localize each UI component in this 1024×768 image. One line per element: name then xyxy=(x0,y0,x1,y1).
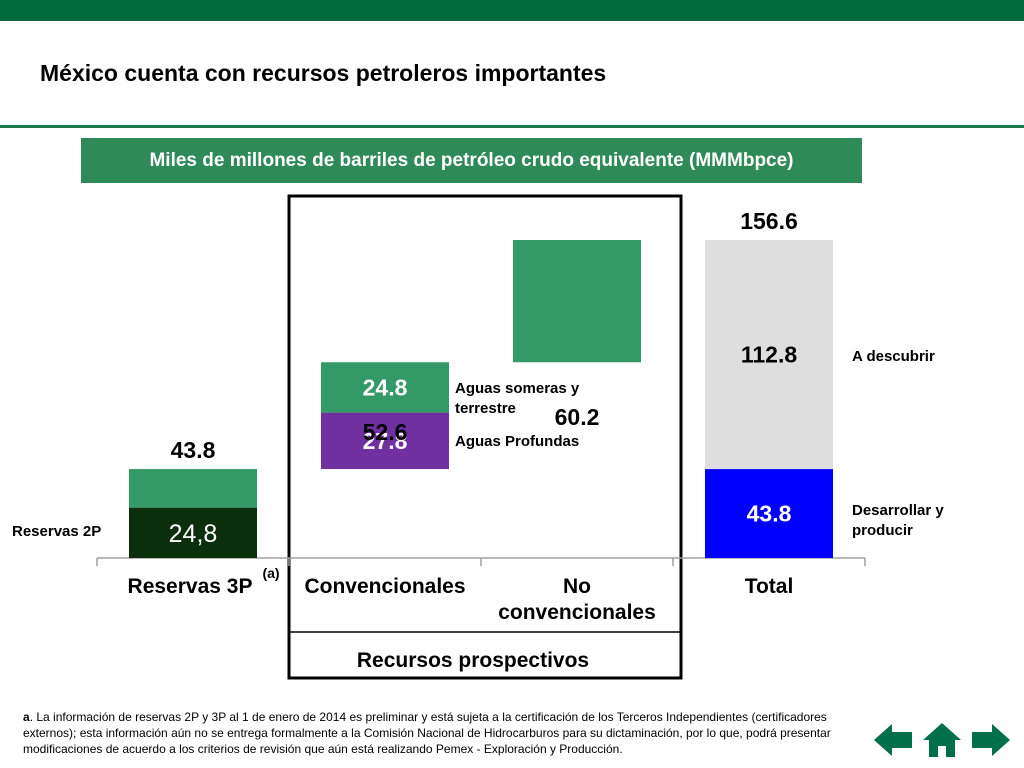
waterfall-chart: 24,8 27.8 24.8 43.8 112.8 43.8 52.6 60.2 156.6 Re… xyxy=(12,194,944,680)
segment-label-reservas-3p-0: 24,8 xyxy=(169,520,218,548)
annotation-a-descubrir: A descubrir xyxy=(852,348,935,365)
footnote: a. La información de reservas 2P y 3P al… xyxy=(23,709,853,757)
segment-label-convencionales-3: 24.8 xyxy=(363,374,408,400)
total-label-no-convencionales: 60.2 xyxy=(555,404,600,430)
home-icon[interactable] xyxy=(922,722,962,758)
annotation-aguas-profundas: Aguas Profundas xyxy=(455,433,579,450)
annotation-desarrollar-line2: producir xyxy=(852,522,913,539)
segment-label-total-5: 43.8 xyxy=(747,501,792,527)
bar-segment-total-5 xyxy=(705,469,833,558)
header-bar xyxy=(0,0,1024,21)
category-label-total: Total xyxy=(745,575,794,598)
category-label-convencionales: Convencionales xyxy=(304,575,465,598)
segment-label-convencionales-2: 27.8 xyxy=(363,428,408,454)
annotation-desarrollar-line1: Desarrollar y xyxy=(852,502,944,519)
arrow-left-icon[interactable] xyxy=(874,722,914,758)
segment-label-total-6: 112.8 xyxy=(741,342,797,368)
annotation-aguas-someras-line1: Aguas someras y xyxy=(455,380,580,397)
bar-segment-convencionales-2 xyxy=(321,412,449,470)
bar-segment-total-6 xyxy=(705,240,833,470)
category-label-no-line2: convencionales xyxy=(498,601,656,624)
group-label-recursos-prospectivos: Recursos prospectivos xyxy=(357,649,589,672)
category-superscript-a: (a) xyxy=(262,565,279,581)
bar-segment-no-convencionales-4 xyxy=(513,240,641,363)
annotation-aguas-someras-line2: terrestre xyxy=(455,400,516,417)
bar-segment-convencionales-3 xyxy=(321,362,449,413)
total-label-reservas-3p: 43.8 xyxy=(171,437,216,463)
slide-title: México cuenta con recursos petroleros im… xyxy=(40,60,607,86)
navigation-controls xyxy=(874,722,1010,762)
category-label-reservas-3p: Reservas 3P xyxy=(128,575,253,598)
total-label-convencionales: 52.6 xyxy=(363,419,408,445)
bar-segment-reservas-3p-1 xyxy=(129,469,257,508)
category-label-no-line1: No xyxy=(563,575,591,598)
unit-banner: Miles de millones de barriles de petróle… xyxy=(81,138,862,183)
annotation-reservas-2p: Reservas 2P xyxy=(12,523,101,540)
footnote-text: . La información de reservas 2P y 3P al … xyxy=(23,710,831,756)
title-divider xyxy=(0,125,1024,128)
footnote-marker: a xyxy=(23,710,30,724)
bar-segment-reservas-3p-0 xyxy=(129,507,257,558)
arrow-right-icon[interactable] xyxy=(970,722,1010,758)
total-label-total: 156.6 xyxy=(740,208,798,234)
group-box xyxy=(287,194,683,680)
